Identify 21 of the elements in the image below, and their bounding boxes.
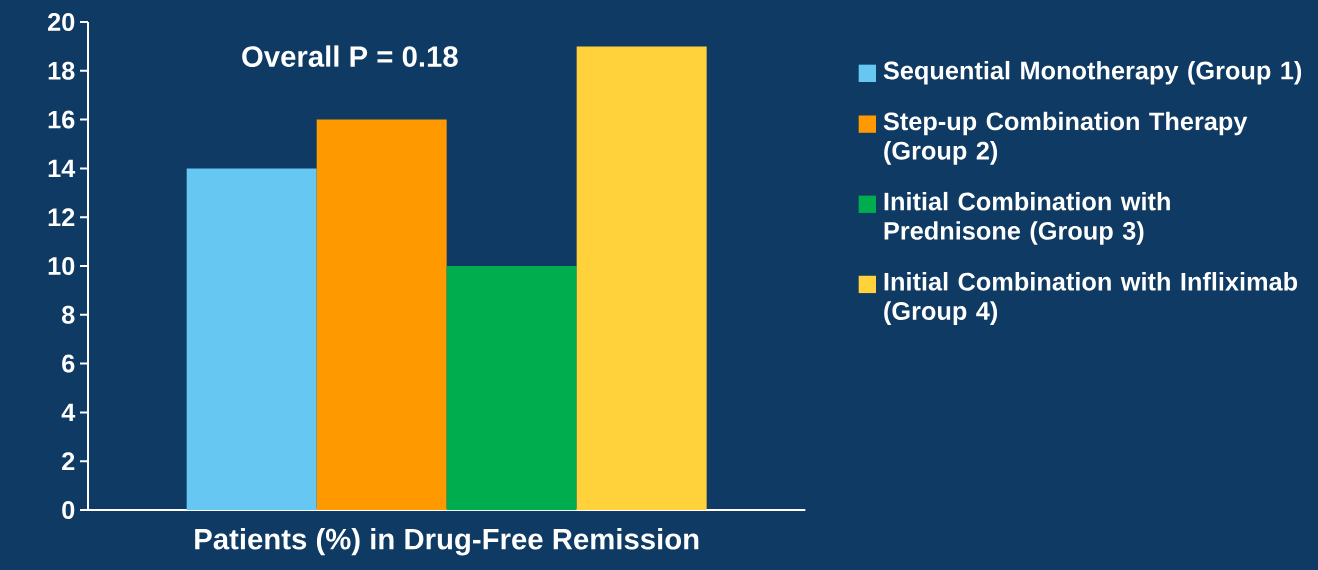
y-tick-label: 0 xyxy=(62,501,75,519)
x-axis-title: Patients (%) in Drug-Free Remission xyxy=(195,528,699,556)
annotation: Overall P = 0.18 xyxy=(242,45,458,67)
legend-label: Initial Combination with Prednisone (Group 3) xyxy=(884,191,1170,245)
y-tick-label: 14 xyxy=(48,159,76,178)
y-tick-label: 18 xyxy=(48,61,75,80)
bar xyxy=(446,265,577,510)
bar xyxy=(316,119,447,510)
y-tick-label: 12 xyxy=(48,208,75,227)
y-tick-label: 10 xyxy=(48,257,75,275)
y-tick-label: 2 xyxy=(62,452,75,471)
y-tick-label: 4 xyxy=(61,403,76,422)
y-tick-label: 6 xyxy=(62,354,75,373)
legend-label: Initial Combination with Infliximab (Group 4) xyxy=(884,272,1298,325)
y-tick-label: 20 xyxy=(48,13,75,31)
legend-label: Step-up Combination Therapy (Group 2) xyxy=(883,111,1248,165)
legend-label: Sequential Monotherapy (Group 1) xyxy=(883,60,1302,85)
bar xyxy=(186,168,317,510)
bar xyxy=(576,46,707,510)
y-tick-label: 16 xyxy=(48,110,75,129)
y-tick-label: 8 xyxy=(62,305,75,324)
